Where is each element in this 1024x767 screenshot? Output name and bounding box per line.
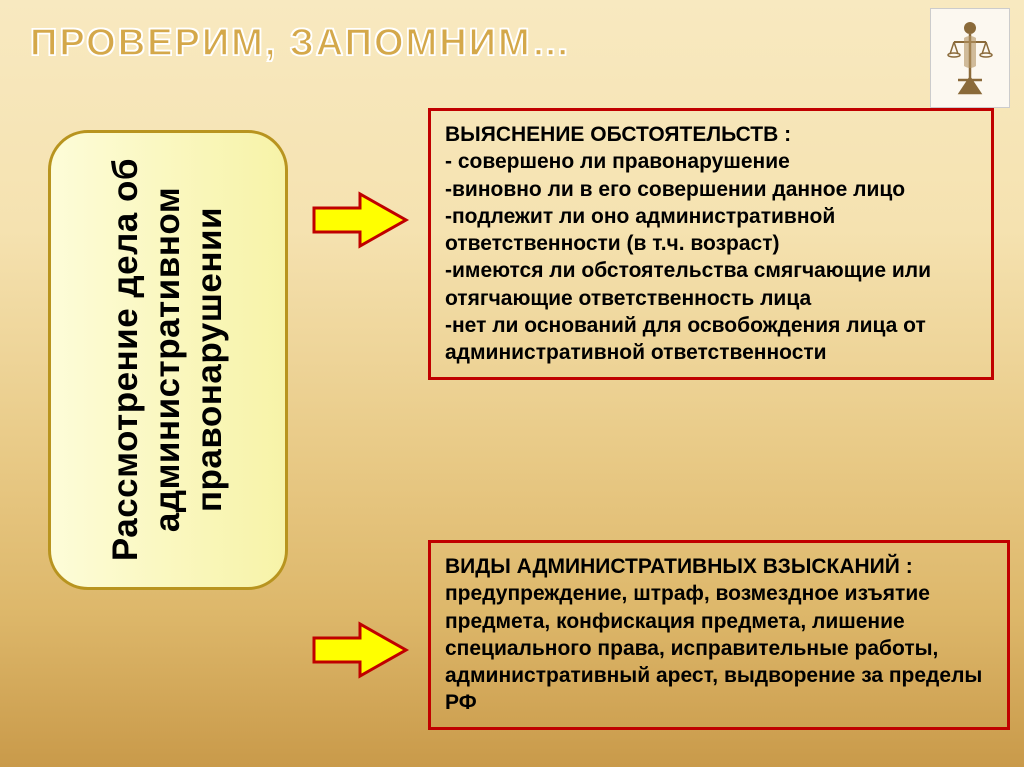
left-line-1: Рассмотрение дела об	[106, 158, 145, 561]
penalties-box: ВИДЫ АДМИНИСТРАТИВНЫХ ВЗЫСКАНИЙ : предуп…	[428, 540, 1010, 730]
circumstances-item: -подлежит ли оно административной ответс…	[445, 203, 977, 258]
left-line-2: административном	[148, 187, 187, 532]
circumstances-item: -нет ли оснований для освобождения лица …	[445, 312, 977, 367]
circumstances-item: - совершено ли правонарушение	[445, 148, 977, 175]
circumstances-heading: ВЫЯСНЕНИЕ ОБСТОЯТЕЛЬСТВ :	[445, 123, 791, 146]
arrow-top-icon	[310, 190, 410, 250]
penalties-heading: ВИДЫ АДМИНИСТРАТИВНЫХ ВЗЫСКАНИЙ :	[445, 555, 913, 578]
penalties-body: предупреждение, штраф, возмездное изъяти…	[445, 582, 982, 714]
arrow-bottom-icon	[310, 620, 410, 680]
page-title: ПРОВЕРИМ, ЗАПОМНИМ…	[30, 22, 572, 65]
left-concept-text: Рассмотрение дела об административном пр…	[105, 158, 231, 561]
circumstances-item: -виновно ли в его совершении данное лицо	[445, 176, 977, 203]
justice-scales-icon	[930, 8, 1010, 108]
circumstances-box: ВЫЯСНЕНИЕ ОБСТОЯТЕЛЬСТВ : - совершено ли…	[428, 108, 994, 380]
left-concept-box: Рассмотрение дела об административном пр…	[48, 130, 288, 590]
circumstances-item: -имеются ли обстоятельства смягчающие ил…	[445, 257, 977, 312]
left-line-3: правонарушении	[190, 207, 229, 512]
